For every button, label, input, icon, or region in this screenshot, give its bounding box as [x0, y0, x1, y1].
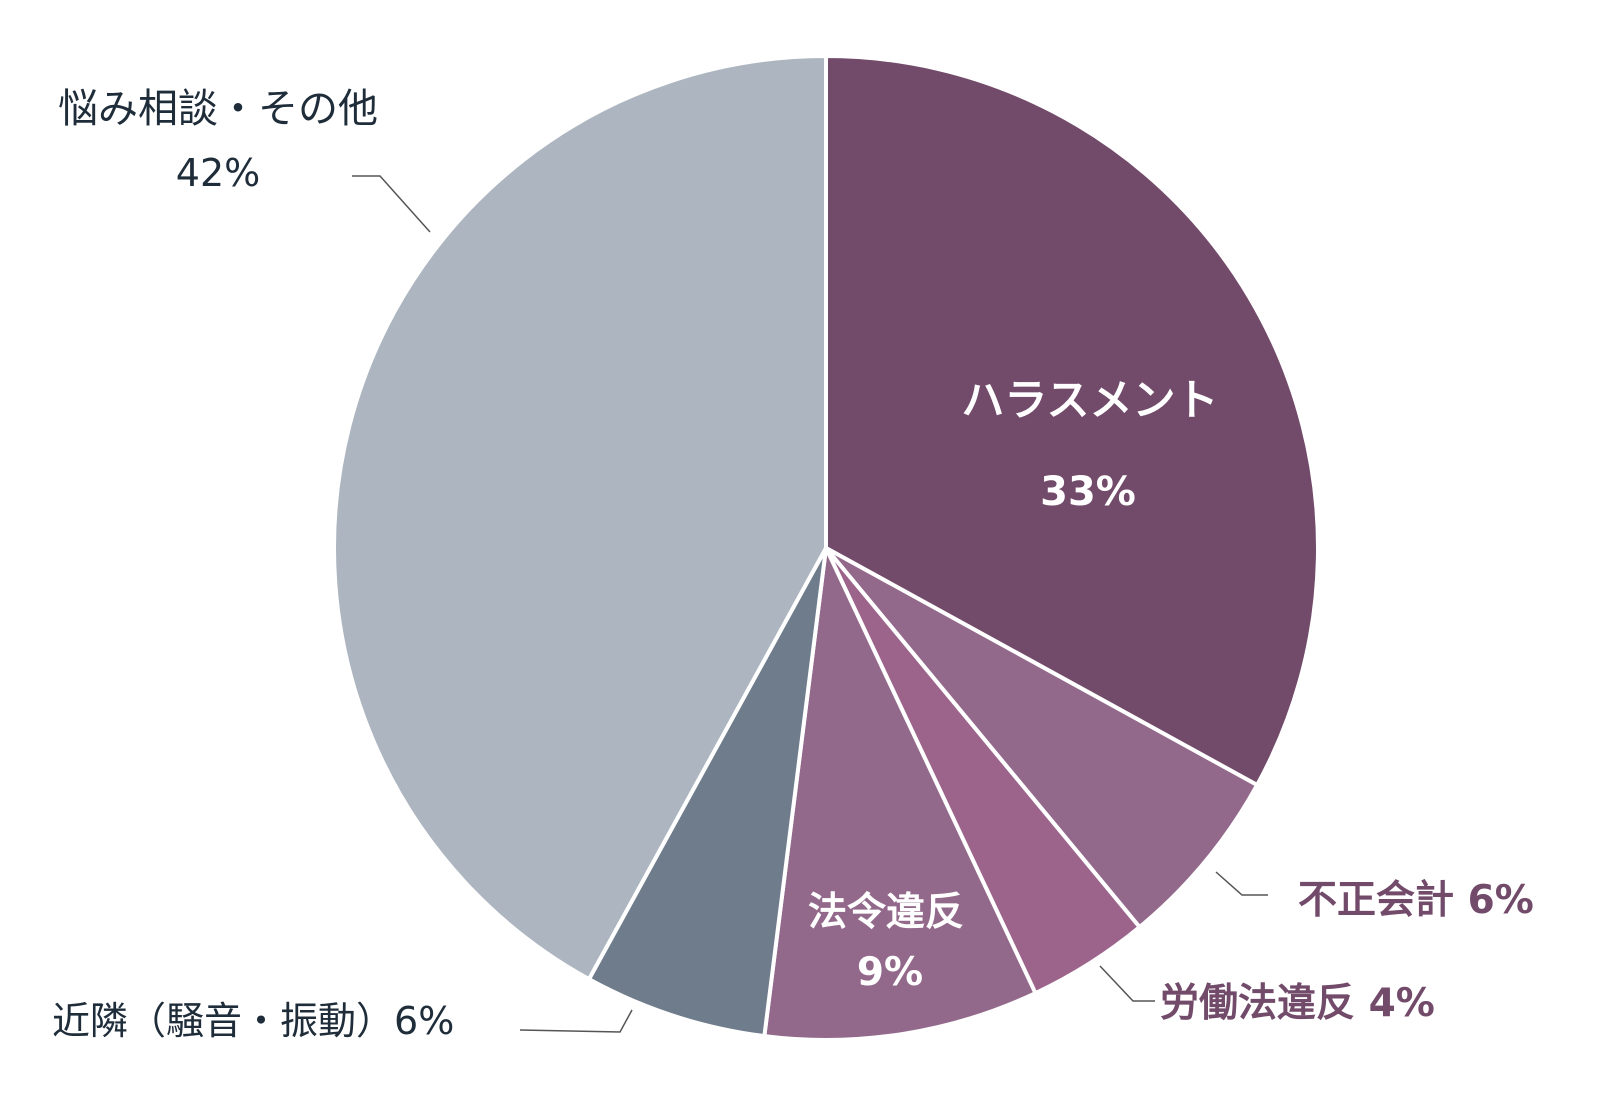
- label-harassment-value: 33%: [1040, 469, 1136, 515]
- leader-line-other: [352, 175, 431, 233]
- leader-line-neighborhood: [519, 1009, 633, 1033]
- label-harassment-name: ハラスメント: [961, 376, 1218, 426]
- label-labor-law: 労働法違反 4%: [1160, 981, 1435, 1026]
- label-other-value: 42%: [176, 151, 260, 195]
- pie-slice-harassment: [824, 54, 1320, 788]
- leader-line-fraud: [1215, 871, 1268, 896]
- label-legal-violation-name: 法令違反: [808, 890, 964, 935]
- leader-lines: [352, 175, 1268, 1033]
- label-neighborhood: 近隣（騒音・振動）6%: [52, 999, 454, 1043]
- pie-slices: [332, 54, 1320, 1042]
- leader-line-labor-law: [1099, 965, 1155, 1002]
- pie-slice-other: [332, 54, 828, 982]
- pie-slice-fraud: [824, 546, 1260, 930]
- pie-slice-neighborhood: [586, 546, 828, 1039]
- label-legal-violation-value: 9%: [857, 950, 923, 995]
- label-fraud: 不正会計 6%: [1298, 878, 1534, 923]
- pie-slice-legal-violation: [762, 546, 1038, 1042]
- label-other-name: 悩み相談・その他: [58, 86, 378, 132]
